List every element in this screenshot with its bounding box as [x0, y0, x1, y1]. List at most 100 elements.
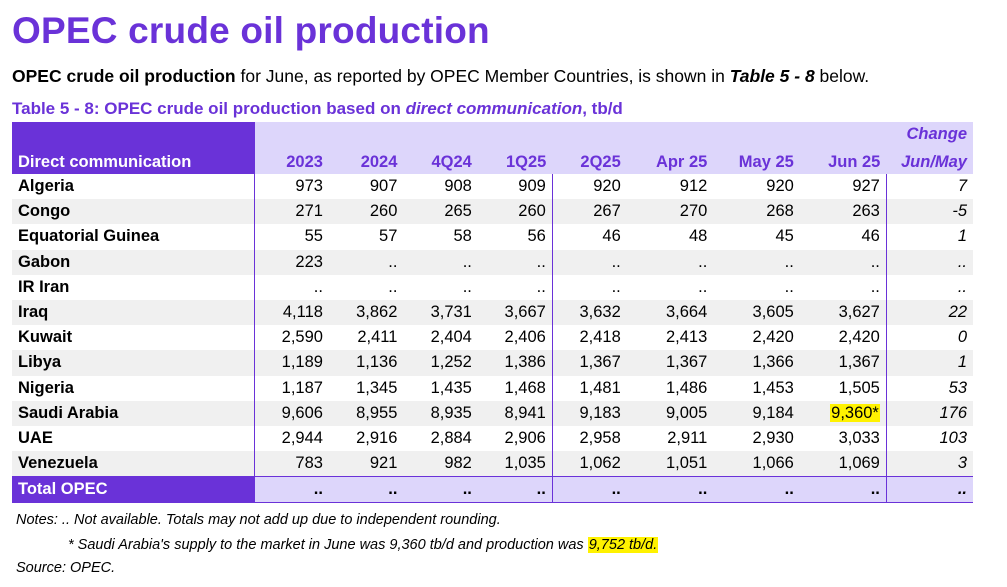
- value-cell: 909: [518, 177, 546, 196]
- value-cell: 1,453: [752, 378, 794, 397]
- value-cell: 1,367: [799, 350, 887, 376]
- change-cell: 53: [948, 378, 967, 397]
- change-cell: ..: [957, 277, 967, 296]
- change-cell: 3: [886, 451, 973, 477]
- country-name: Venezuela: [12, 451, 255, 477]
- country-name: Gabon: [12, 249, 255, 275]
- value-cell: 912: [679, 177, 708, 196]
- production-table: Direct communication 2023 2024 4Q24 1Q25…: [12, 122, 973, 504]
- value-cell: 46: [551, 224, 627, 250]
- table-row: Libya 1,189 1,136 1,252 1,386 1,367 1,367 1,366…: [12, 350, 973, 376]
- intro-table-ref: Table 5 - 8: [729, 66, 815, 86]
- table-caption: Table 5 - 8: OPEC crude oil production b…: [12, 99, 623, 119]
- change-cell: 22: [886, 299, 973, 326]
- change-cell: 176: [886, 400, 973, 426]
- intro-end: below.: [814, 66, 870, 86]
- value-cell: 2,944: [253, 425, 329, 452]
- country-name: Kuwait: [18, 328, 73, 347]
- value-cell: 9,360*: [799, 400, 887, 426]
- country-name: Nigeria: [18, 378, 74, 397]
- table-row: Congo 271 260 265 260 267 270 268 263 -5: [12, 199, 973, 225]
- col-header: 2Q25: [552, 122, 627, 174]
- country-name: Iraq: [12, 299, 255, 326]
- value-cell: 268: [713, 199, 800, 225]
- value-cell: 920: [551, 174, 627, 200]
- value-cell: 8,955: [328, 400, 404, 426]
- value-cell: 2,884: [430, 428, 472, 447]
- value-cell: 9,183: [551, 400, 627, 426]
- table-row: Algeria 973 907 908 909 920 912 920 927 7: [12, 174, 973, 200]
- table-row: IR Iran..................: [12, 274, 973, 300]
- value-cell: 48: [688, 227, 708, 246]
- value-cell: 56: [527, 227, 546, 246]
- value-cell: 1,066: [713, 451, 800, 477]
- value-cell: 1,062: [551, 451, 627, 477]
- change-cell: 0: [957, 328, 967, 347]
- value-cell: 55: [253, 224, 329, 250]
- value-cell: ..: [626, 249, 714, 275]
- value-cell: 1,367: [551, 350, 627, 376]
- value-cell: 927: [799, 174, 887, 200]
- table-row: UAE 2,944 2,916 2,884 2,906 2,958 2,911 2,930 3,…: [12, 425, 973, 452]
- value-cell: 267: [551, 199, 627, 225]
- change-cell: 7: [957, 177, 967, 196]
- table-row: Equatorial Guinea 55 57 58 56 46 48 45 46 1: [12, 224, 973, 250]
- value-cell: 8,941: [477, 400, 553, 426]
- total-value-cell: ..: [253, 476, 329, 504]
- col-header: 2024: [328, 122, 404, 174]
- table-row: Gabon 223................: [12, 249, 973, 275]
- value-cell: 982: [403, 451, 478, 477]
- value-cell: ..: [477, 249, 553, 275]
- table-row: Saudi Arabia 9,606 8,955 8,935 8,941 9,183 9,0…: [12, 400, 973, 426]
- col-header: Apr 25: [626, 122, 714, 174]
- value-cell: 921: [328, 451, 404, 477]
- value-cell: 1,386: [477, 350, 553, 376]
- country-name: Saudi Arabia: [12, 400, 255, 426]
- value-cell: ..: [388, 277, 398, 296]
- value-cell: 58: [453, 227, 472, 246]
- value-cell: 4,118: [253, 299, 329, 326]
- footnote-saudi: * Saudi Arabia's supply to the market in…: [68, 537, 659, 553]
- value-cell: 2,958: [551, 425, 627, 452]
- value-cell: 1,069: [799, 451, 887, 477]
- header-direct-communication: Direct communication: [12, 122, 255, 174]
- value-cell: 260: [477, 199, 553, 225]
- value-cell: ..: [713, 249, 800, 275]
- change-cell: 1: [957, 227, 967, 246]
- total-value-cell: ..: [713, 476, 800, 504]
- value-cell: 2,906: [504, 428, 546, 447]
- col-header: 4Q24: [403, 122, 478, 174]
- value-cell: 223: [253, 249, 329, 275]
- country-name: UAE: [18, 428, 53, 447]
- value-cell: 3,862: [328, 299, 404, 326]
- value-cell: 9,606: [253, 400, 329, 426]
- change-cell: 103: [939, 428, 967, 447]
- value-cell: ..: [253, 274, 329, 300]
- value-cell: 270: [626, 199, 714, 225]
- total-value-cell: ..: [626, 476, 714, 504]
- source-line: Source: OPEC.: [16, 560, 116, 576]
- value-cell: 973: [253, 174, 329, 200]
- col-header-change: Change: [886, 122, 973, 147]
- value-cell: 1,136: [328, 350, 404, 376]
- value-cell: 908: [444, 177, 472, 196]
- value-cell: 3,632: [551, 299, 627, 326]
- value-cell: 3,627: [799, 299, 887, 326]
- value-cell: 2,930: [752, 428, 794, 447]
- value-cell: 271: [253, 199, 329, 225]
- value-cell: 3,664: [626, 299, 714, 326]
- value-cell: ..: [551, 274, 627, 300]
- value-cell: ..: [698, 277, 708, 296]
- total-value-cell: ..: [799, 476, 887, 504]
- notes-line: Notes: .. Not available. Totals may not …: [16, 512, 501, 528]
- page-title: OPEC crude oil production: [12, 10, 490, 51]
- value-cell: ..: [403, 249, 478, 275]
- value-cell: 9,005: [626, 400, 714, 426]
- caption-post: , tb/d: [582, 99, 623, 118]
- total-value-cell: ..: [403, 476, 478, 504]
- col-header-jun-may: Jun/May: [886, 147, 973, 174]
- value-cell: 2,404: [430, 328, 472, 347]
- value-cell: 2,418: [551, 325, 627, 351]
- value-cell: 3,605: [713, 299, 800, 326]
- caption-pre: Table 5 - 8: OPEC crude oil production b…: [12, 99, 406, 118]
